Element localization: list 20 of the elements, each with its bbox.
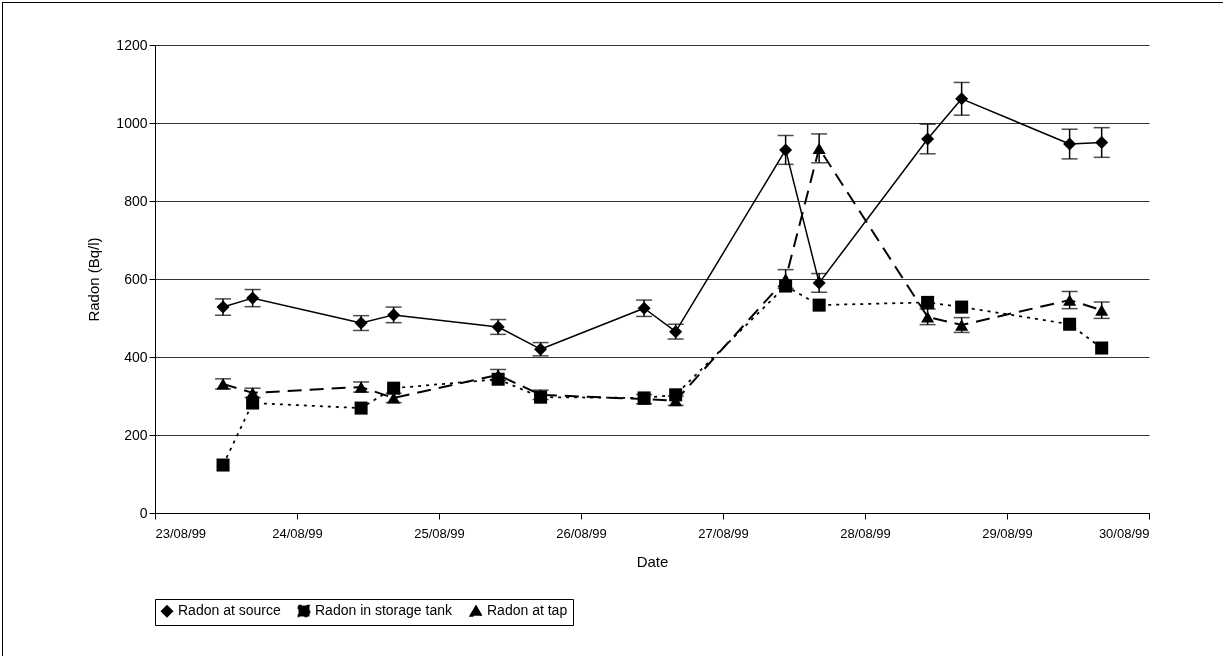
- y-tick-label: 1200: [116, 36, 148, 53]
- legend-label: Radon at tap: [487, 602, 568, 619]
- legend-label: Radon in storage tank: [315, 602, 453, 619]
- x-tick-label: 29/08/99: [982, 525, 1033, 541]
- y-tick-label: 200: [124, 426, 148, 443]
- legend-label: Radon at source: [178, 602, 281, 619]
- x-tick-label: 23/08/99: [155, 525, 207, 541]
- x-tick-label: 25/08/99: [414, 525, 465, 541]
- x-tick-label: 24/08/99: [272, 525, 323, 541]
- y-axis-title: Radon (Bq/l): [85, 237, 103, 322]
- y-tick-label: 0: [139, 504, 148, 521]
- y-tick-label: 800: [124, 192, 148, 209]
- x-tick-label: 28/08/99: [840, 525, 891, 541]
- x-tick-label: 30/08/99: [1098, 525, 1150, 541]
- y-tick-label: 400: [124, 348, 148, 365]
- y-tick-label: 600: [124, 270, 148, 287]
- x-tick-label: 27/08/99: [698, 525, 749, 541]
- y-tick-label: 1000: [116, 114, 148, 131]
- x-tick-label: 26/08/99: [556, 525, 607, 541]
- x-axis-title: Date: [636, 552, 669, 570]
